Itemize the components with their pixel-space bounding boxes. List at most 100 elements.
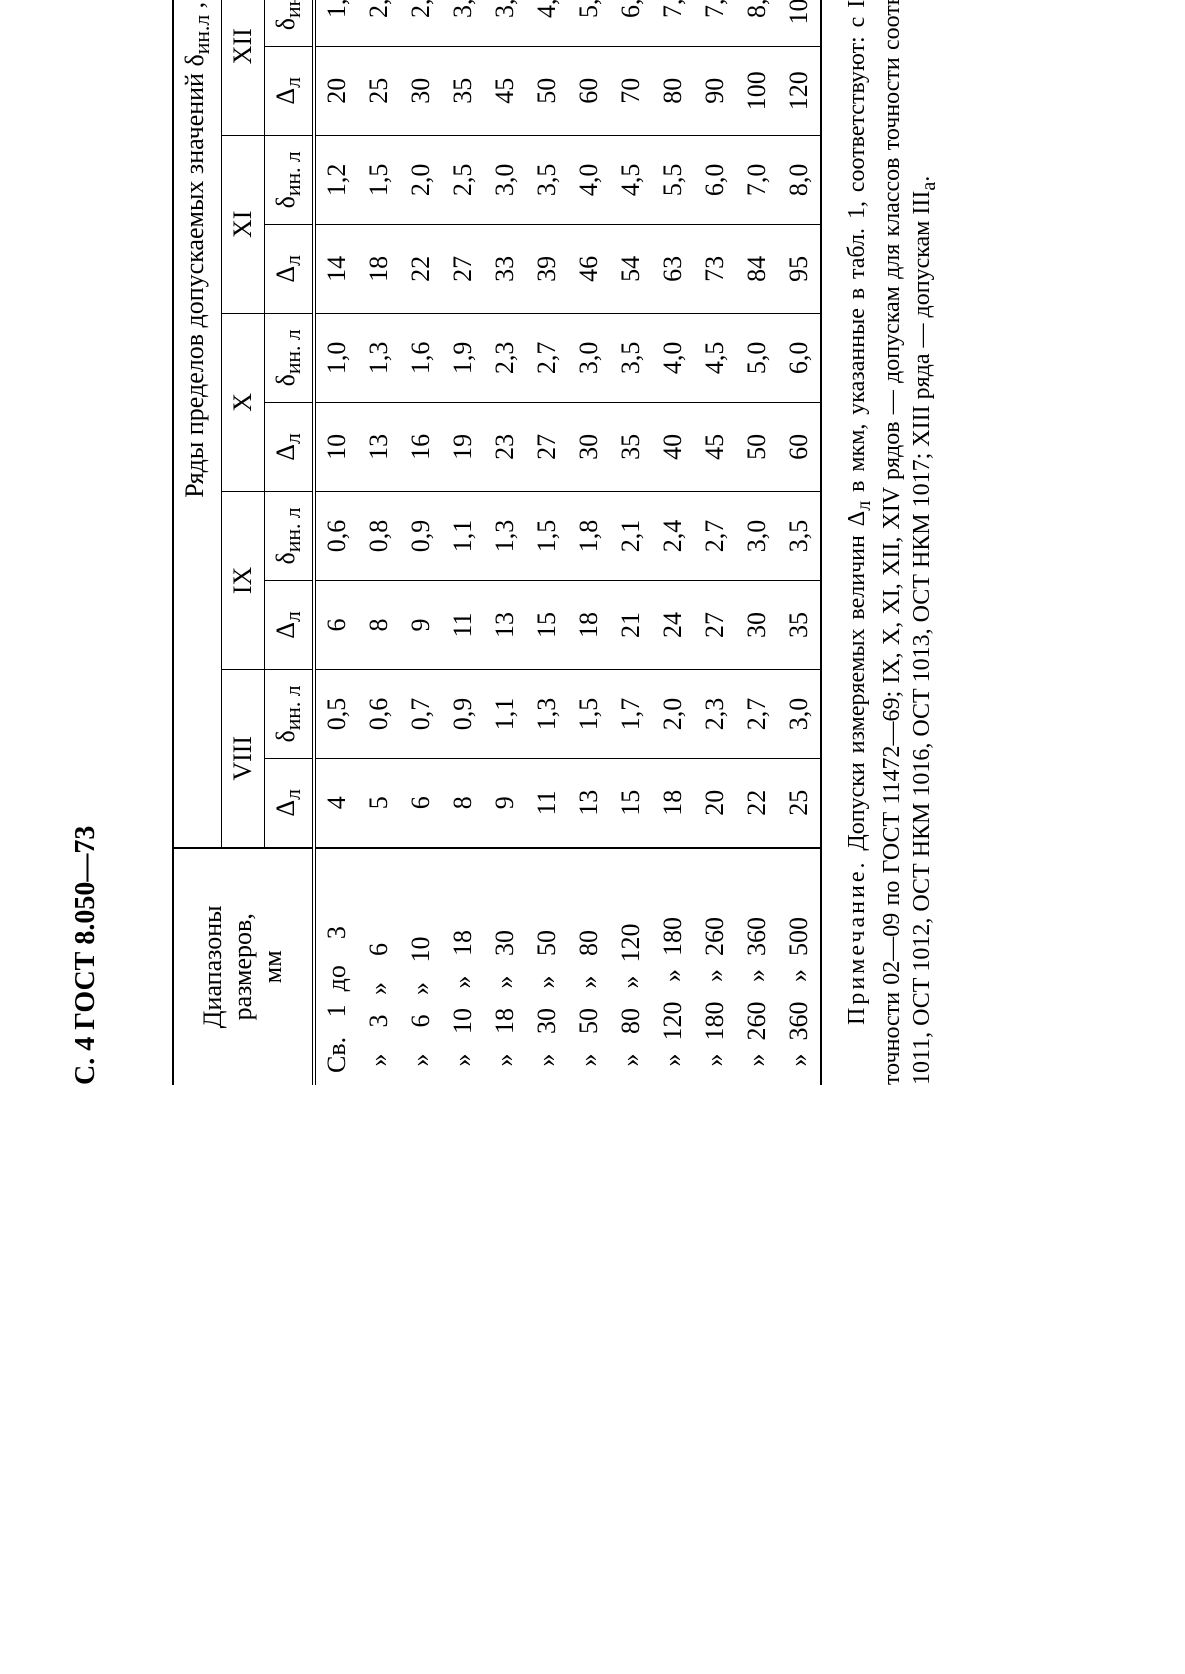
value-cell: 0,5: [314, 669, 358, 758]
value-cell: 7,5: [694, 0, 736, 46]
range-cell: » 260 » 360: [736, 848, 778, 1085]
value-cell: 3,5: [484, 0, 526, 46]
value-cell: 13: [484, 580, 526, 669]
value-cell: 1,3: [358, 313, 400, 402]
value-cell: 50: [736, 402, 778, 491]
table-note: Примечание. Допуски измеряемых величин Δ…: [842, 0, 942, 1085]
value-cell: 19: [442, 402, 484, 491]
value-cell: 3,5: [778, 491, 821, 580]
value-cell: 21: [610, 580, 652, 669]
value-cell: 6: [314, 580, 358, 669]
value-cell: 84: [736, 224, 778, 313]
value-cell: 27: [526, 402, 568, 491]
value-cell: 22: [400, 224, 442, 313]
continuation-label: Продолжение табл. 1: [132, 0, 162, 1085]
overall-header: Ряды пределов допускаемых значений δин.л…: [173, 0, 222, 848]
value-cell: 3,0: [778, 669, 821, 758]
value-cell: 1,0: [314, 313, 358, 402]
value-cell: 33: [484, 224, 526, 313]
value-cell: 5,0: [568, 0, 610, 46]
value-cell: 2,5: [400, 0, 442, 46]
value-cell: 6,0: [778, 313, 821, 402]
series-header: VIII: [222, 669, 265, 847]
value-cell: 1,8: [568, 491, 610, 580]
value-cell: 13: [358, 402, 400, 491]
range-cell: » 10 » 18: [442, 848, 484, 1085]
value-cell: 8,0: [736, 0, 778, 46]
value-cell: 70: [610, 46, 652, 135]
delta-header: Δл: [265, 46, 315, 135]
range-cell: Св. 1 до 3: [314, 848, 358, 1085]
value-cell: 2,4: [652, 491, 694, 580]
series-header: IX: [222, 491, 265, 669]
range-cell: » 6 » 10: [400, 848, 442, 1085]
value-cell: 2,3: [694, 669, 736, 758]
value-cell: 0,7: [400, 669, 442, 758]
value-cell: 1,6: [400, 313, 442, 402]
value-cell: 0,8: [358, 491, 400, 580]
tolerance-table: Диапазоныразмеров,мм Ряды пределов допус…: [172, 0, 822, 1085]
value-cell: 4,0: [526, 0, 568, 46]
value-cell: 20: [314, 46, 358, 135]
delta-header: Δл: [265, 580, 315, 669]
value-cell: 10,0: [778, 0, 821, 46]
value-cell: 5: [358, 759, 400, 848]
value-cell: 16: [400, 402, 442, 491]
value-cell: 1,1: [484, 669, 526, 758]
delta-header: Δл: [265, 224, 315, 313]
value-cell: 2,7: [526, 313, 568, 402]
value-cell: 5,0: [736, 313, 778, 402]
value-cell: 63: [652, 224, 694, 313]
value-cell: 3,0: [484, 135, 526, 224]
value-cell: 1,7: [610, 669, 652, 758]
sigma-header: δин. л: [265, 491, 315, 580]
value-cell: 18: [358, 224, 400, 313]
value-cell: 4,0: [568, 135, 610, 224]
value-cell: 30: [568, 402, 610, 491]
value-cell: 1,5: [568, 669, 610, 758]
value-cell: 8: [442, 759, 484, 848]
range-cell: » 18 » 30: [484, 848, 526, 1085]
value-cell: 95: [778, 224, 821, 313]
value-cell: 1,3: [526, 669, 568, 758]
value-cell: 22: [736, 759, 778, 848]
value-cell: 2,5: [442, 135, 484, 224]
value-cell: 11: [442, 580, 484, 669]
delta-header: Δл: [265, 402, 315, 491]
value-cell: 4,0: [652, 313, 694, 402]
series-header: XII: [222, 0, 265, 135]
sigma-header: δин. л: [265, 669, 315, 758]
value-cell: 35: [442, 46, 484, 135]
value-cell: 3,5: [610, 313, 652, 402]
value-cell: 46: [568, 224, 610, 313]
value-cell: 1,2: [314, 135, 358, 224]
value-cell: 73: [694, 224, 736, 313]
value-cell: 1,1: [442, 491, 484, 580]
value-cell: 35: [778, 580, 821, 669]
value-cell: 7,0: [736, 135, 778, 224]
value-cell: 24: [652, 580, 694, 669]
value-cell: 20: [694, 759, 736, 848]
value-cell: 0,6: [358, 669, 400, 758]
value-cell: 8,0: [778, 135, 821, 224]
value-cell: 2,0: [400, 135, 442, 224]
value-cell: 50: [526, 46, 568, 135]
value-cell: 15: [526, 580, 568, 669]
value-cell: 5,5: [652, 135, 694, 224]
value-cell: 1,9: [442, 313, 484, 402]
value-cell: 45: [694, 402, 736, 491]
sigma-header: δин. л: [265, 135, 315, 224]
value-cell: 2,1: [610, 491, 652, 580]
value-cell: 0,6: [314, 491, 358, 580]
value-cell: 4,5: [694, 313, 736, 402]
value-cell: 6: [400, 759, 442, 848]
value-cell: 3,0: [736, 491, 778, 580]
value-cell: 25: [778, 759, 821, 848]
value-cell: 120: [778, 46, 821, 135]
range-header: Диапазоныразмеров,мм: [173, 848, 314, 1085]
value-cell: 2,0: [358, 0, 400, 46]
value-cell: 9: [484, 759, 526, 848]
value-cell: 10: [314, 402, 358, 491]
value-cell: 8: [358, 580, 400, 669]
value-cell: 60: [778, 402, 821, 491]
